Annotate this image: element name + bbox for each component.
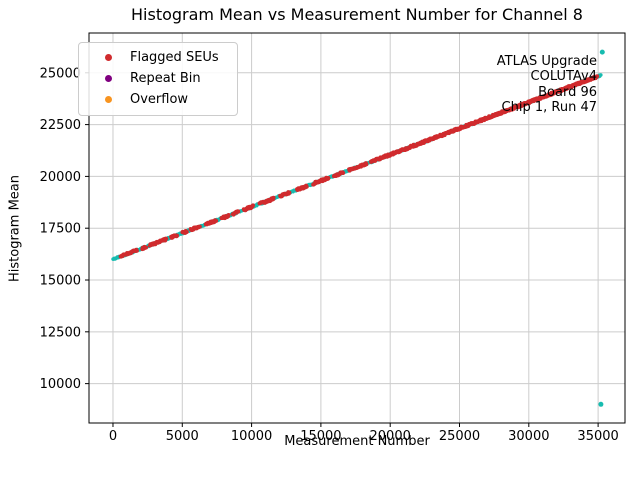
data-point-normal	[599, 73, 603, 77]
data-point-flagged-seu	[251, 203, 255, 208]
y-axis-label: Histogram Mean	[7, 175, 23, 282]
data-point-flagged-seu	[271, 195, 276, 200]
data-point-flagged-seu	[595, 74, 600, 79]
data-point-flagged-seu	[341, 171, 346, 175]
data-point-outlier	[599, 49, 605, 55]
data-point-flagged-seu	[184, 229, 189, 234]
y-tick-label: 17500	[40, 222, 81, 237]
annotation-line: ATLAS Upgrade	[496, 54, 597, 69]
x-tick-label: 10000	[231, 429, 272, 444]
annotation-line: Board 96	[538, 84, 597, 100]
repeat-bin-marker-icon	[105, 75, 112, 82]
x-tick-label: 0	[109, 429, 117, 444]
data-point-flagged-seu	[326, 176, 331, 180]
y-tick-label: 20000	[40, 170, 81, 185]
data-point-flagged-seu	[214, 218, 219, 223]
legend-label: Overflow	[130, 92, 189, 107]
y-tick-label: 10000	[40, 377, 81, 392]
y-tick-label: 15000	[40, 274, 81, 289]
chart-title: Histogram Mean vs Measurement Number for…	[131, 5, 583, 24]
data-point-flagged-seu	[226, 213, 231, 217]
legend-label: Repeat Bin	[130, 71, 201, 86]
x-tick-label: 35000	[577, 429, 618, 444]
flagged-seus-marker-icon	[105, 54, 112, 61]
data-point-flagged-seu	[134, 248, 139, 253]
legend: Flagged SEUs Repeat Bin Overflow	[78, 42, 238, 116]
data-point-flagged-seu	[304, 184, 309, 189]
data-point-flagged-seu	[144, 245, 149, 250]
x-tick-label: 25000	[439, 429, 480, 444]
y-tick-label: 25000	[40, 66, 81, 81]
annotation-block: ATLAS Upgrade COLUTAv4 Board 96 Chip 1, …	[497, 54, 597, 116]
annotation-line: COLUTAv4	[530, 69, 597, 85]
x-tick-label: 20000	[370, 429, 411, 444]
legend-entry-flagged-seus: Flagged SEUs	[79, 47, 237, 68]
legend-entry-repeat-bin: Repeat Bin	[79, 68, 237, 89]
data-point-flagged-seu	[364, 162, 369, 167]
y-tick-label: 12500	[40, 325, 81, 340]
data-point-flagged-seu	[164, 236, 169, 241]
x-tick-label: 5000	[166, 429, 199, 444]
data-point-flagged-seu	[197, 224, 202, 229]
data-point-flagged-seu	[236, 209, 241, 214]
data-point-flagged-seu	[287, 190, 292, 195]
data-point-outlier	[598, 401, 604, 407]
overflow-marker-icon	[105, 96, 112, 103]
x-tick-label: 15000	[300, 429, 341, 444]
legend-label: Flagged SEUs	[130, 50, 219, 65]
x-tick-label: 30000	[508, 429, 549, 444]
x-axis-label: Measurement Number	[284, 434, 430, 449]
legend-entry-overflow: Overflow	[79, 89, 237, 110]
annotation-line: Chip 1, Run 47	[501, 100, 597, 116]
data-point-flagged-seu	[175, 233, 179, 238]
y-tick-label: 22500	[40, 118, 81, 133]
